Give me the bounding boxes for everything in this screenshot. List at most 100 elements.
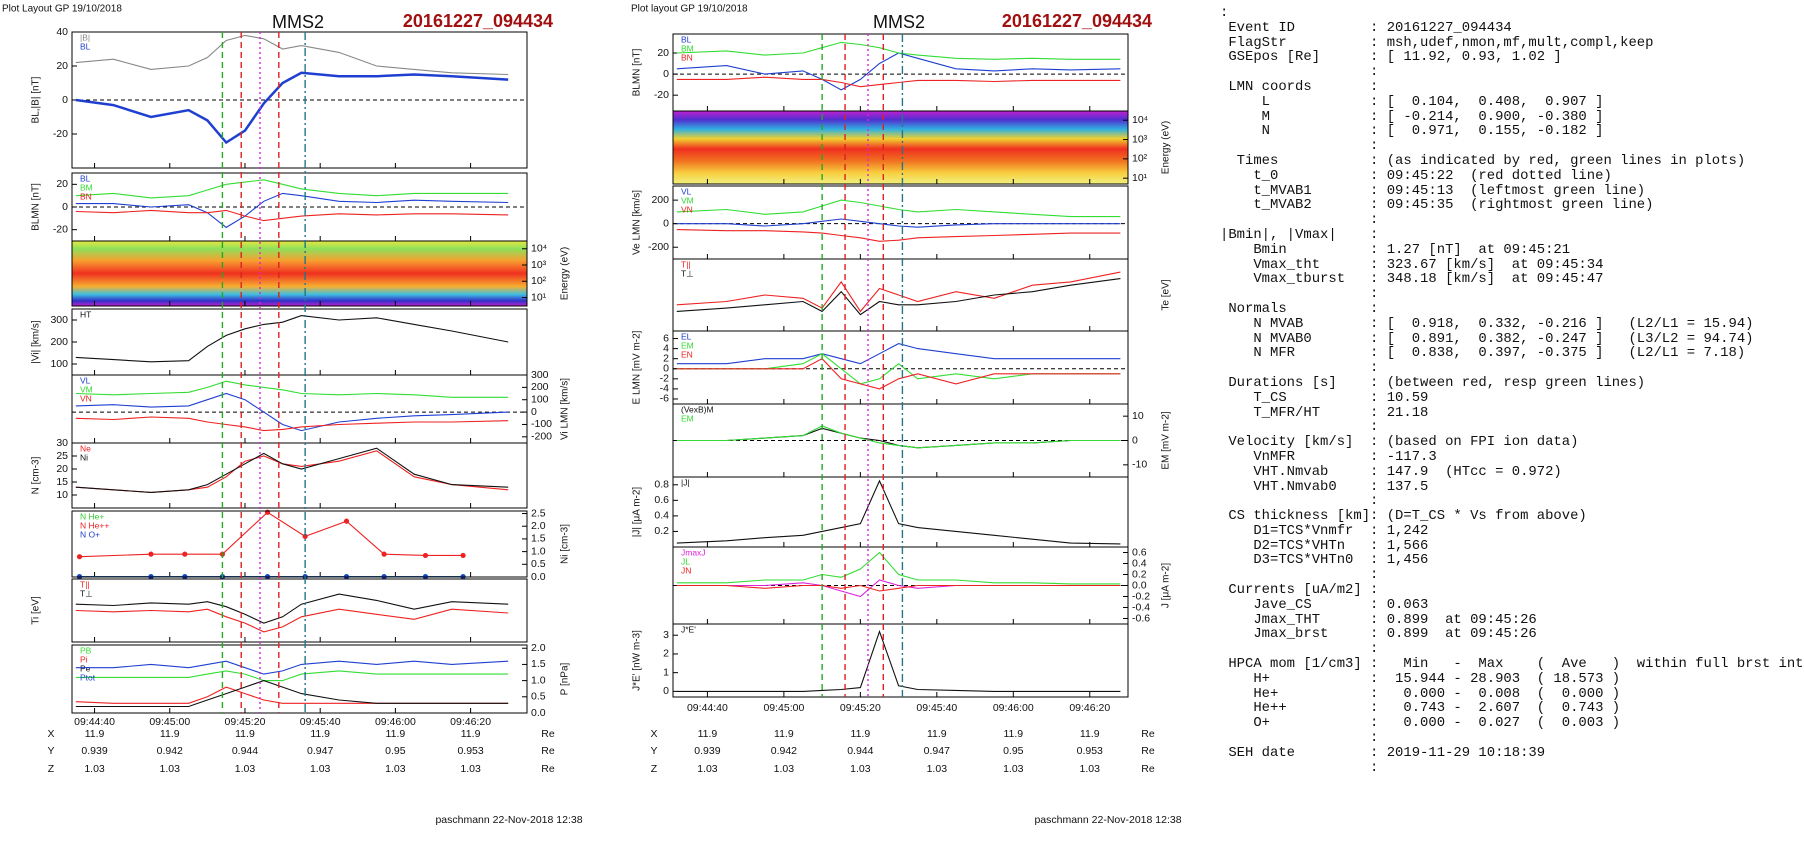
y-tick-label: 0.4: [1132, 557, 1147, 569]
y-tick-label: 10: [56, 489, 68, 501]
x-tick-label: 09:44:40: [687, 702, 728, 714]
legend-label: VM: [80, 384, 93, 394]
y-tick-label: 0.6: [654, 494, 669, 506]
plot-header: Plot Layout GP 19/10/2018: [2, 4, 122, 15]
position-label: X: [650, 728, 657, 740]
legend-label: T⊥: [80, 588, 93, 598]
position-value: 1.03: [927, 763, 948, 775]
position-value: 0.944: [232, 745, 258, 757]
position-value: 0.95: [385, 745, 406, 757]
trace: [75, 660, 509, 675]
legend-label: N He+: [80, 511, 104, 521]
position-value: 0.939: [81, 745, 107, 757]
legend-label: JL: [681, 556, 690, 566]
y-tick-label: 200: [651, 194, 669, 206]
y-tick-label: 0.8: [654, 479, 669, 491]
x-tick-label: 09:46:20: [1069, 702, 1110, 714]
info-line: T_CS : 10.59: [1220, 389, 1429, 406]
y-tick-label: 1.0: [531, 674, 546, 686]
position-label: Z: [48, 763, 55, 775]
info-line: :: [1220, 212, 1379, 229]
y-tick-label: 20: [56, 178, 68, 190]
y-axis-label: Energy (eV): [1161, 121, 1172, 174]
y-tick-label: 0: [663, 363, 669, 375]
position-value: 11.9: [461, 728, 481, 740]
y-axis-label: |Vi| [km/s]: [31, 320, 42, 364]
position-value: 0.947: [924, 745, 950, 757]
info-line: D1=TCS*Vnmfr : 1,242: [1220, 522, 1429, 539]
legend-label: Ptot: [80, 672, 96, 682]
y-tick-label: 10: [1132, 410, 1144, 422]
y-tick-label: 6: [663, 332, 669, 344]
info-line: :: [1220, 5, 1229, 21]
marker: [381, 551, 387, 557]
info-line: Durations [s] : (between red, resp green…: [1220, 374, 1646, 391]
info-line: Jmax_brst : 0.899 at 09:45:26: [1220, 626, 1537, 643]
legend-label: BN: [681, 52, 693, 62]
info-line: :: [1220, 730, 1379, 747]
event-info: : Event ID : 20161227_094434 FlagStr : m…: [1220, 6, 1804, 775]
legend-label: BM: [681, 43, 694, 53]
trace: [676, 229, 1121, 242]
y-tick-label: -20: [53, 223, 68, 235]
info-line: :: [1220, 360, 1379, 377]
y-tick-label: -4: [660, 383, 669, 395]
position-label: Z: [651, 763, 658, 775]
position-value: 11.9: [927, 728, 947, 740]
legend-label: N O+: [80, 529, 100, 539]
x-tick-label: 09:45:40: [916, 702, 957, 714]
position-value: 11.9: [698, 728, 718, 740]
y-tick-label: 0.2: [654, 525, 669, 537]
marker: [343, 518, 350, 524]
legend-label: BL: [681, 34, 692, 44]
panel-frame: [71, 644, 528, 714]
y-tick-label: 0.6: [1132, 546, 1147, 558]
y-tick-label: 2: [663, 648, 669, 660]
y-tick-label: 10²: [1132, 153, 1148, 165]
trace: [676, 584, 1121, 592]
trace: [676, 479, 1121, 545]
position-value: 11.9: [386, 728, 406, 740]
y-axis-label: Ni [cm-3]: [560, 524, 571, 564]
y-tick-label: 10²: [531, 275, 547, 287]
trace: [676, 271, 1121, 313]
panel-frame: [672, 185, 1129, 260]
legend-label: Ni: [80, 452, 88, 462]
position-unit: Re: [541, 728, 555, 740]
y-tick-label: -100: [531, 418, 552, 430]
trace: [676, 358, 1121, 390]
position-value: 1.03: [697, 763, 718, 775]
position-unit: Re: [1141, 763, 1155, 775]
y-tick-label: 0.0: [1132, 579, 1147, 591]
marker: [460, 552, 466, 559]
info-line: |Bmin|, |Vmax| :: [1220, 226, 1379, 243]
info-line: :: [1220, 567, 1379, 584]
plot-title: MMS2: [272, 12, 324, 32]
info-line: LMN coords :: [1220, 78, 1379, 95]
y-tick-label: -0.2: [1132, 590, 1150, 602]
position-value: 11.9: [235, 728, 255, 740]
y-tick-label: 15: [56, 476, 68, 488]
legend-label: EL: [681, 331, 692, 341]
y-tick-label: 30: [56, 437, 68, 449]
y-tick-label: 0.5: [531, 691, 546, 703]
y-axis-label: P [nPa]: [560, 662, 571, 695]
footer: paschmann 22-Nov-2018 12:38: [435, 814, 582, 826]
y-tick-label: -20: [53, 128, 68, 140]
y-axis-label: BL,|B| [nT]: [31, 76, 42, 123]
legend-label: Pi: [80, 654, 88, 664]
x-tick-label: 09:45:00: [149, 716, 190, 728]
y-tick-label: 0: [663, 685, 669, 697]
info-line: VHT.Nmvab : 147.9 (HTcc = 0.972): [1220, 463, 1562, 480]
position-unit: Re: [541, 745, 555, 757]
y-tick-label: 10⁴: [531, 243, 547, 255]
info-line: N MFR : [ 0.838, 0.397, -0.375 ] (L2/L1 …: [1220, 345, 1746, 362]
y-tick-label: 10¹: [531, 291, 547, 303]
info-line: VnMFR : -117.3: [1220, 448, 1437, 465]
info-line: N MVAB0 : [ 0.891, 0.382, -0.247 ] (L3/L…: [1220, 330, 1754, 347]
y-tick-label: 1.0: [531, 545, 546, 557]
y-tick-label: 1: [663, 666, 669, 678]
trace: [75, 593, 509, 624]
y-tick-label: -0.6: [1132, 612, 1150, 624]
y-tick-label: 300: [531, 369, 549, 381]
